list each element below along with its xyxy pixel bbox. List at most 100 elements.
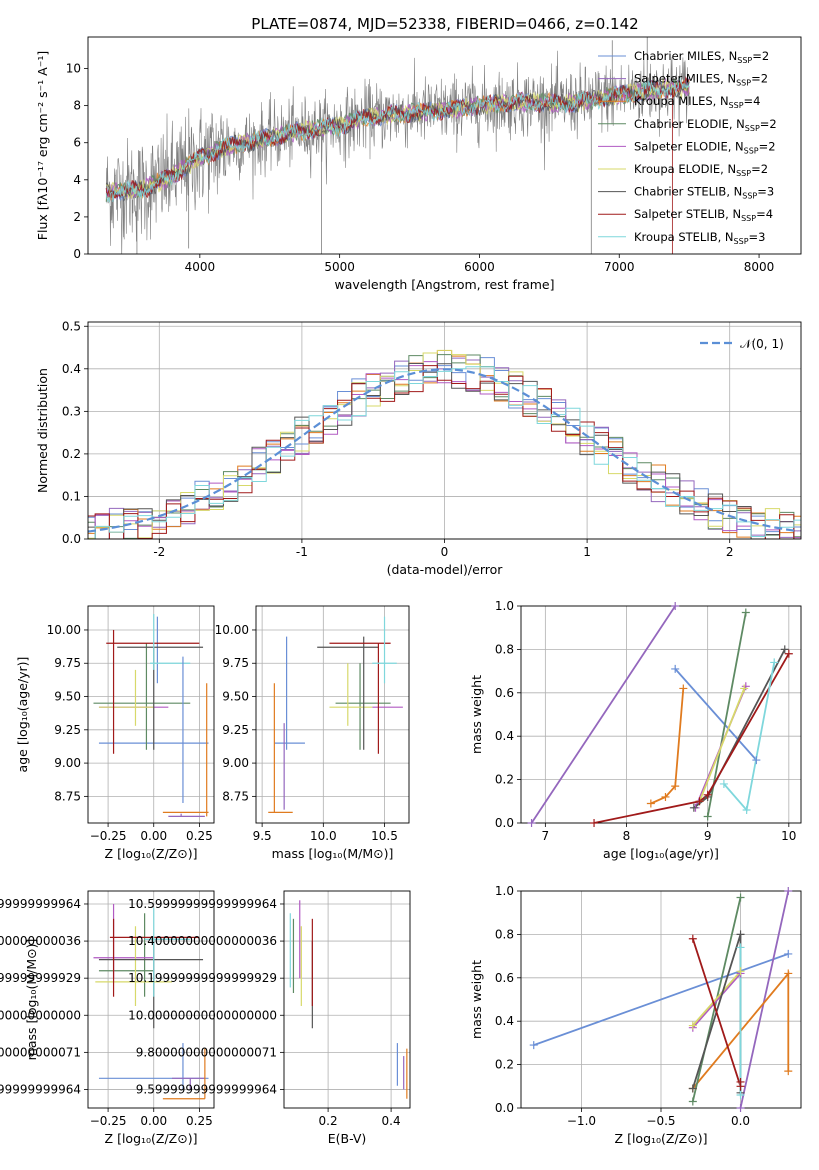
x-tick-label: 7: [542, 829, 550, 843]
y-tick-label: 10.00: [215, 623, 249, 637]
y-tick-label: 0.6: [495, 686, 514, 700]
x-tick-label: −0.25: [90, 1114, 127, 1128]
plus-marker: [736, 967, 745, 976]
y-tick-label: 9.50: [222, 690, 249, 704]
y-tick-label: 0.0: [495, 816, 514, 830]
x-tick-label: 9: [704, 829, 712, 843]
series-line-chabrier-miles: [533, 953, 789, 1046]
plus-marker: [736, 1104, 745, 1112]
y-tick-label: 0.2: [495, 773, 514, 787]
plot-area-spectrum: [105, 37, 690, 254]
plot-area-age_vs_mass: [268, 616, 403, 813]
plus-marker: [780, 645, 789, 654]
plus-marker: [671, 602, 680, 610]
x-tick-label: 5000: [324, 260, 355, 274]
y-tick-label: 4: [73, 173, 81, 187]
plus-marker: [752, 756, 761, 765]
plus-marker: [527, 819, 536, 827]
plot-area-weight_vs_age: [530, 606, 790, 823]
y-tick-label: 10.40000000000000036: [128, 934, 277, 948]
axes-frame: [520, 605, 802, 824]
plus-marker: [784, 887, 793, 895]
y-tick-label: 8: [73, 99, 81, 113]
y-tick-label: 6: [73, 136, 81, 150]
plus-marker: [671, 664, 680, 673]
y-tick-label: 0.2: [495, 1058, 514, 1072]
spectrum-data-line: [105, 50, 690, 254]
normal-legend-label: 𝒩(0, 1): [740, 337, 784, 351]
y-tick-label: 0.0: [495, 1101, 514, 1115]
plus-marker: [736, 893, 745, 902]
hist-kroupa-stelib: [88, 366, 801, 539]
y-tick-label: 0.4: [62, 362, 81, 376]
x-tick-label: -2: [153, 545, 165, 559]
y-tick-label: 1.0: [495, 599, 514, 613]
y-tick-label: 9.25: [222, 723, 249, 737]
axes-age_vs_mass: 9.5 10.0 10.5 8.75 9.00 9.25 9.50 9.75 10.00 mass…: [215, 605, 410, 861]
axes-spectrum: 4000 5000 6000 7000 8000 0 2 4 6 8 10 wavelength [A…: [35, 36, 802, 292]
x-tick-label: 1: [583, 545, 591, 559]
legend-label: Kroupa STELIB, NSSP=3: [634, 230, 765, 246]
series-line-salpeter-miles: [739, 891, 790, 1108]
plus-marker: [770, 658, 779, 667]
plus-marker: [741, 608, 750, 617]
y-tick-label: 0.4: [495, 1014, 514, 1028]
legend-label: Salpeter STELIB, NSSP=4: [634, 207, 773, 223]
figure-title: PLATE=0874, MJD=52338, FIBERID=0466, z=0…: [251, 15, 638, 33]
plus-marker: [661, 792, 670, 801]
x-axis-label: age [log₁₀(age/yr)]: [603, 846, 719, 861]
y-tick-label: 0: [73, 247, 81, 261]
plus-marker: [740, 684, 749, 693]
plus-marker: [784, 969, 793, 978]
x-tick-label: 0.4: [382, 1114, 401, 1128]
series-line-salpeter-miles: [530, 606, 676, 823]
y-tick-label: 0.6: [495, 971, 514, 985]
x-tick-label: 2: [726, 545, 734, 559]
legend-label: Salpeter MILES, NSSP=2: [634, 72, 768, 88]
plus-marker: [784, 649, 793, 658]
model-line-salpeter-stelib: [105, 76, 690, 199]
axes-weight_vs_Z: −1.0 −0.5 0.0 0.0 0.2 0.4 0.6 0.8 1.0 Z [log₁₀(Z/…: [469, 884, 802, 1146]
y-axis-label: Normed distribution: [35, 368, 50, 493]
plus-marker: [719, 779, 728, 788]
x-tick-label: 0.00: [140, 829, 167, 843]
plus-marker: [742, 805, 751, 814]
plus-marker: [703, 790, 712, 799]
y-tick-label: 0.2: [62, 447, 81, 461]
x-tick-label: −1.0: [567, 1114, 596, 1128]
series-line-chabrier-miles: [674, 668, 758, 761]
x-tick-label: 4000: [185, 260, 216, 274]
y-tick-label: 9.59999999999999964: [0, 1082, 81, 1096]
x-tick-label: 10: [781, 829, 796, 843]
plus-marker: [529, 1041, 538, 1050]
y-tick-label: 9.59999999999999964: [136, 1082, 277, 1096]
x-tick-label: 0: [441, 545, 449, 559]
spectrum-legend: Chabrier MILES, NSSP=2 Salpeter MILES, NS…: [598, 49, 777, 246]
y-tick-label: 2: [73, 210, 81, 224]
plus-marker: [688, 1097, 697, 1106]
x-tick-label: 0.25: [186, 1114, 213, 1128]
axes-weight_vs_age: 7 8 9 10 0.0 0.2 0.4 0.6 0.8 1.0 age [log₁₀(age/yr…: [469, 599, 802, 861]
axes-frame: [87, 36, 802, 255]
plus-marker: [736, 930, 745, 939]
axes-frame: [283, 890, 411, 1109]
x-axis-label: (data-model)/error: [387, 562, 504, 577]
series-line-salpeter-elodie: [692, 972, 742, 1029]
plus-marker: [784, 1067, 793, 1076]
x-axis-label: Z [log₁₀(Z/Z⊙)]: [615, 1131, 708, 1146]
y-tick-label: 9.00: [222, 756, 249, 770]
y-tick-label: 9.75: [222, 656, 249, 670]
y-tick-label: 0.0: [62, 532, 81, 546]
x-tick-label: 6000: [464, 260, 495, 274]
y-tick-label: 10.40000000000000036: [0, 934, 81, 948]
normal-curve: [88, 368, 799, 533]
y-tick-label: 9.75: [54, 656, 81, 670]
y-tick-label: 9.25: [54, 723, 81, 737]
y-tick-label: 0.1: [62, 489, 81, 503]
x-axis-label: E(B-V): [328, 1131, 367, 1146]
y-tick-label: 0.8: [495, 642, 514, 656]
hist-chabrier-stelib: [88, 362, 801, 539]
x-tick-label: 0.2: [319, 1114, 338, 1128]
plus-marker: [736, 1090, 745, 1099]
